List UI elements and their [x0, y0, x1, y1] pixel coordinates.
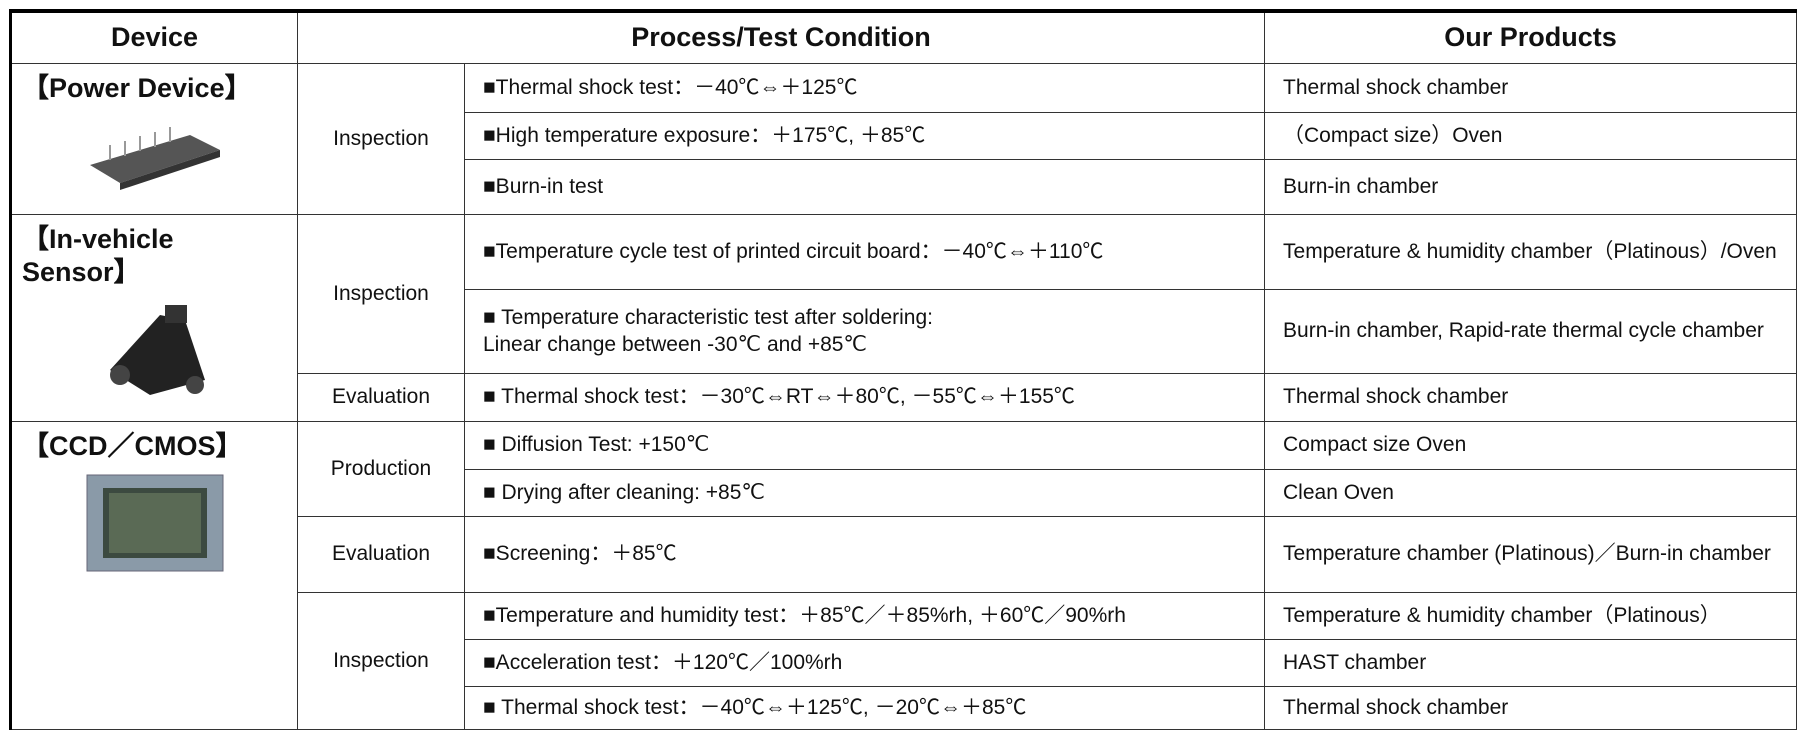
stage-cell: Production: [297, 420, 465, 517]
row: 【In-vehicle Sensor】 Inspection ■Temperatu…: [10, 213, 1798, 422]
stage-cell: Inspection: [297, 62, 465, 215]
header-cell: Our Products: [1264, 10, 1798, 64]
stage-cell: Evaluation: [297, 372, 465, 422]
stage-cell: Inspection: [297, 591, 465, 730]
condition-cell: ■Acceleration test：＋120℃／100%rh: [463, 638, 1266, 687]
condition-cell: ■ Temperature characteristic test after …: [463, 288, 1266, 374]
row: ■Acceleration test：＋120℃／100%rh HAST cham…: [11, 638, 1798, 687]
product-cell: HAST chamber: [1264, 638, 1798, 687]
product-cell: （Compact size）Oven: [1264, 111, 1798, 160]
product-cell: Temperature chamber (Platinous)／Burn-in …: [1264, 515, 1798, 593]
row: ■ Thermal shock test：－40℃⇔＋125℃, －20℃⇔＋8…: [11, 685, 1798, 730]
device-name: 【Power Device】: [22, 72, 252, 103]
stage-cell: Evaluation: [297, 515, 465, 593]
table-wrap: Device Process/Test Condition Our Products…: [9, 9, 1798, 730]
stage-cell: Inspection: [297, 213, 465, 374]
product-cell: Burn-in chamber, Rapid-rate thermal cycl…: [1264, 288, 1798, 374]
device-cell: 【In-vehicle Sensor】: [10, 213, 298, 422]
header-cell: Device: [10, 10, 298, 64]
product-cell: Thermal shock chamber: [1264, 372, 1798, 422]
product-cell: Temperature & humidity chamber（Platinous…: [1264, 213, 1798, 290]
condition-cell: ■Screening：＋85℃: [463, 515, 1266, 593]
device-name: 【CCD／CMOS】: [22, 430, 243, 461]
condition-cell: ■ Thermal shock test：－30℃⇔RT⇔＋80℃, －55℃⇔…: [463, 372, 1266, 422]
header-row: Device Process/Test Condition Our Products: [10, 10, 1798, 64]
device-name: 【In-vehicle Sensor】: [22, 223, 174, 288]
row: 【CCD／CMOS】 Production ■ Diffusion Test: +…: [10, 420, 1798, 730]
condition-cell: ■ Diffusion Test: +150℃: [463, 420, 1266, 470]
power-device-image: [89, 127, 220, 191]
product-cell: Thermal shock chamber: [1264, 62, 1798, 113]
row: ■ Temperature characteristic test after …: [11, 288, 1798, 374]
product-cell: Burn-in chamber: [1264, 158, 1798, 215]
condition-cell: ■ Thermal shock test：－40℃⇔＋125℃, －20℃⇔＋8…: [463, 685, 1266, 730]
product-cell: Clean Oven: [1264, 468, 1798, 517]
table: Device Process/Test Condition Our Products…: [9, 9, 1798, 730]
row: ■Burn-in test Burn-in chamber: [11, 158, 1798, 215]
ccd-image: [86, 474, 223, 572]
condition-cell: ■Temperature cycle test of printed circu…: [463, 213, 1266, 290]
condition-cell: ■High temperature exposure：＋175℃, ＋85℃: [463, 111, 1266, 160]
product-cell: Temperature & humidity chamber（Platinous…: [1264, 591, 1798, 640]
header-cell: Process/Test Condition: [296, 10, 1266, 64]
row: Evaluation ■ Thermal shock test：－30℃⇔RT⇔＋…: [11, 372, 1798, 422]
row: 【Power Device】 Inspection ■Thermal shock …: [10, 62, 1798, 215]
condition-cell: ■Burn-in test: [463, 158, 1266, 215]
row: ■High temperature exposure：＋175℃, ＋85℃ （C…: [11, 111, 1798, 160]
condition-cell: ■Temperature and humidity test：＋85℃／＋85%…: [463, 591, 1266, 640]
row: Inspection ■Temperature and humidity test…: [11, 591, 1798, 730]
device-cell: 【Power Device】: [10, 62, 298, 215]
sensor-image: [109, 305, 205, 395]
condition-cell: ■ Drying after cleaning: +85℃: [463, 468, 1266, 517]
condition-cell: ■Thermal shock test：－40℃⇔＋125℃: [463, 62, 1266, 113]
product-cell: Thermal shock chamber: [1264, 685, 1798, 730]
device-cell: 【CCD／CMOS】: [10, 420, 298, 730]
row: ■ Drying after cleaning: +85℃ Clean Oven: [11, 468, 1798, 517]
product-cell: Compact size Oven: [1264, 420, 1798, 470]
